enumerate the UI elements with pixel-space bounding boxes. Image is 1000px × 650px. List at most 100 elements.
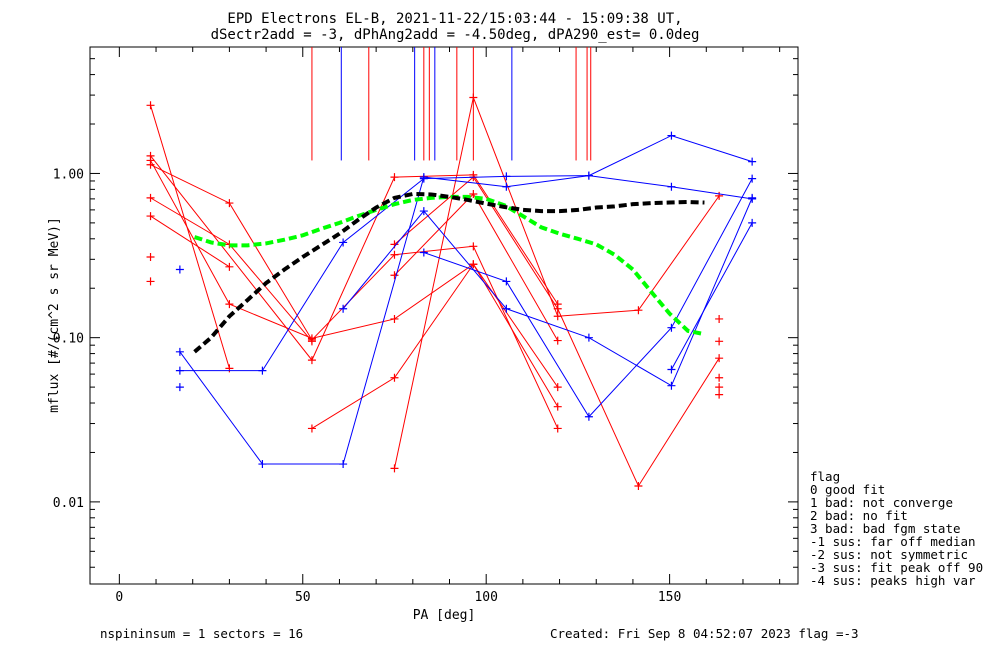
red-lone-point-5 <box>715 383 724 392</box>
red-lone-point-1 <box>146 277 155 286</box>
red-point-4-0 <box>146 193 155 202</box>
red-series-7 <box>393 95 720 469</box>
blue-point-3-4 <box>748 174 757 183</box>
red-point-3-5 <box>553 424 562 433</box>
y-axis-ticks: 0.01 0.10 1.00 <box>53 58 798 568</box>
blue-point-0-7 <box>748 157 757 166</box>
y-tick-label-1: 1.00 <box>53 167 84 182</box>
legend: flag 0 good fit 1 bad: not converge 2 ba… <box>810 469 983 588</box>
red-point-7-4 <box>715 191 724 200</box>
blue-point-1-3 <box>419 174 428 183</box>
red-point-2-3 <box>390 314 399 323</box>
red-point-5-0 <box>146 212 155 221</box>
footer-left: nspininsum = 1 sectors = 16 <box>100 626 303 641</box>
red-point-6-1 <box>390 373 399 382</box>
black-fit-curve <box>193 191 705 354</box>
red-lone-point-4 <box>715 373 724 382</box>
red-point-1-2 <box>390 173 399 182</box>
blue-point-4-0 <box>667 365 676 374</box>
red-point-7-3 <box>634 306 643 315</box>
red-point-3-3 <box>390 250 399 259</box>
blue-point-1-6 <box>667 182 676 191</box>
red-point-8-4 <box>715 354 724 363</box>
blue-point-2-1 <box>419 207 428 216</box>
blue-point-2-5 <box>748 193 757 202</box>
vertical-markers <box>311 47 592 161</box>
legend-item-1: 1 bad: not converge <box>810 495 953 510</box>
red-point-4-2 <box>307 337 316 346</box>
red-point-0-0 <box>146 101 155 110</box>
blue-point-3-1 <box>502 277 511 286</box>
x-tick-label-150: 150 <box>658 590 681 605</box>
blue-point-2-3 <box>584 333 593 342</box>
red-point-3-1 <box>225 199 234 208</box>
red-point-8-2 <box>553 304 562 313</box>
blue-series-3 <box>423 178 753 418</box>
blue-point-2-0 <box>339 304 348 313</box>
red-point-9-2 <box>553 336 562 345</box>
red-point-6-0 <box>307 424 316 433</box>
blue-series-2 <box>342 197 753 387</box>
legend-title: flag <box>810 469 840 484</box>
blue-series-4 <box>671 222 753 370</box>
red-lone-point-2 <box>715 314 724 323</box>
blue-series-1 <box>179 175 753 372</box>
blue-point-2-4 <box>667 381 676 390</box>
red-point-2-1 <box>225 300 234 309</box>
green-fit-curve <box>193 194 705 337</box>
y-axis-label: mflux [#/(cm^2 s sr MeV)] <box>47 217 62 413</box>
x-axis-label: PA [deg] <box>413 608 476 623</box>
legend-item-2: 2 bad: no fit <box>810 508 908 523</box>
red-series-2 <box>150 160 559 388</box>
blue-point-0-0 <box>175 347 184 356</box>
red-point-9-1 <box>469 189 478 198</box>
red-lone-point-0 <box>146 252 155 261</box>
blue-point-3-3 <box>667 323 676 332</box>
blue-point-1-2 <box>339 238 348 247</box>
blue-point-0-6 <box>667 131 676 140</box>
red-lone-point-6 <box>715 390 724 399</box>
legend-item-3: 3 bad: bad fgm state <box>810 521 961 536</box>
blue-point-2-2 <box>502 304 511 313</box>
plot-frame <box>89 46 799 585</box>
legend-item-0: 0 good fit <box>810 482 885 497</box>
red-point-6-2 <box>469 260 478 269</box>
footer-right: Created: Fri Sep 8 04:52:07 2023 flag =-… <box>550 626 859 641</box>
red-point-8-3 <box>634 481 643 490</box>
legend-item-6: -3 sus: fit peak off 90 <box>810 560 983 575</box>
red-point-3-4 <box>469 242 478 251</box>
red-series-5 <box>150 215 230 268</box>
blue-point-1-4 <box>502 172 511 181</box>
legend-item-5: -2 sus: not symmetric <box>810 547 968 562</box>
y-tick-label-0.1: 0.10 <box>53 332 84 347</box>
blue-lone-point-0 <box>175 265 184 274</box>
red-point-9-0 <box>390 271 399 280</box>
red-series-1 <box>150 155 559 362</box>
legend-item-7: -4 sus: peaks high var <box>810 573 976 588</box>
blue-point-3-2 <box>584 412 593 421</box>
x-tick-label-50: 50 <box>295 590 311 605</box>
red-point-6-3 <box>553 402 562 411</box>
red-point-0-1 <box>225 364 234 373</box>
blue-point-3-0 <box>419 248 428 257</box>
y-tick-label-0.01: 0.01 <box>53 496 84 511</box>
red-point-5-1 <box>225 262 234 271</box>
blue-point-4-1 <box>748 218 757 227</box>
fit-curves <box>193 191 705 354</box>
blue-lone-point-1 <box>175 383 184 392</box>
x-axis-ticks: 0 50 100 150 <box>115 47 781 605</box>
red-series-6 <box>311 263 559 429</box>
red-point-7-0 <box>390 464 399 473</box>
blue-point-0-1 <box>258 460 267 469</box>
x-tick-label-100: 100 <box>474 590 497 605</box>
blue-point-0-4 <box>502 182 511 191</box>
red-lone-point-3 <box>715 337 724 346</box>
red-point-2-5 <box>553 383 562 392</box>
red-point-7-1 <box>469 93 478 102</box>
blue-point-1-5 <box>584 171 593 180</box>
chart-title-line1: EPD Electrons EL-B, 2021-11-22/15:03:44 … <box>227 11 682 27</box>
chart-title-line2: dSectr2add = -3, dPhAng2add = -4.50deg, … <box>211 27 700 43</box>
blue-point-1-0 <box>175 366 184 375</box>
data-series <box>146 93 757 490</box>
